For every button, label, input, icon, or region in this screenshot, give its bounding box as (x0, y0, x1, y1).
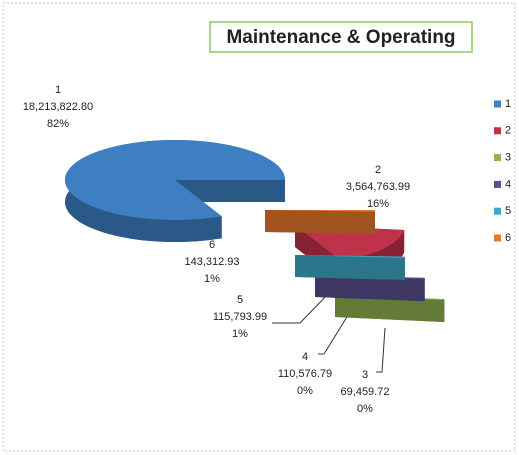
slice (295, 255, 405, 280)
chart-border (2, 2, 516, 452)
legend-label: 3 (505, 152, 511, 164)
legend-swatch (494, 154, 501, 162)
slice-side (335, 295, 445, 322)
legend-swatch (494, 180, 501, 188)
slice-percent-label: 82% (47, 118, 69, 130)
slice-category-label: 2 (375, 164, 381, 176)
slice-top (265, 210, 375, 212)
slice-value-label: 69,459.72 (341, 386, 390, 398)
legend-swatch (494, 234, 501, 242)
slice (335, 295, 445, 322)
slice-value-label: 3,564,763.99 (346, 181, 410, 193)
title-box (209, 21, 473, 53)
slice (265, 210, 375, 234)
slice-top (295, 225, 405, 262)
slice (315, 275, 425, 302)
slice-category-label: 5 (237, 294, 243, 306)
legend-label: 4 (505, 178, 511, 190)
legend-label: 1 (505, 98, 511, 110)
slice-top (65, 140, 285, 220)
slice-value-label: 18,213,822.80 (23, 101, 93, 113)
slice-category-label: 1 (55, 84, 61, 96)
slice-side (315, 275, 425, 300)
slice-side (265, 210, 375, 232)
slice-percent-label: 16% (367, 198, 389, 210)
slice-top (295, 255, 405, 258)
slice-percent-label: 1% (232, 328, 248, 340)
legend-label: 6 (505, 232, 511, 244)
slice-category-label: 4 (302, 351, 308, 363)
slice-value-label: 115,793.99 (213, 311, 267, 323)
legend-swatch (494, 100, 501, 108)
slice-category-label: 3 (362, 369, 368, 381)
legend: 1 2 3 4 5 6 (494, 98, 511, 244)
slice-percent-label: 0% (297, 385, 313, 397)
legend-label: 5 (505, 205, 511, 217)
labels: 1 18,213,822.80 82% 2 3,564,763.99 16% 3 69,459… (23, 84, 410, 415)
slice-value-label: 143,312.93 (184, 256, 239, 268)
legend-swatch (494, 207, 501, 215)
leader-lines (272, 291, 386, 373)
legend-swatch (494, 127, 501, 135)
slice-category-label: 6 (209, 239, 215, 251)
slice-side (295, 255, 405, 279)
legend-label: 2 (505, 125, 511, 137)
chart-title: Maintenance & Operating (226, 27, 455, 48)
slice-percent-label: 1% (204, 273, 220, 285)
pie (65, 140, 445, 322)
slice-side (175, 180, 285, 202)
slice-value-label: 110,576.79 (278, 368, 332, 380)
slice-percent-label: 0% (357, 403, 373, 415)
slice (65, 140, 285, 242)
